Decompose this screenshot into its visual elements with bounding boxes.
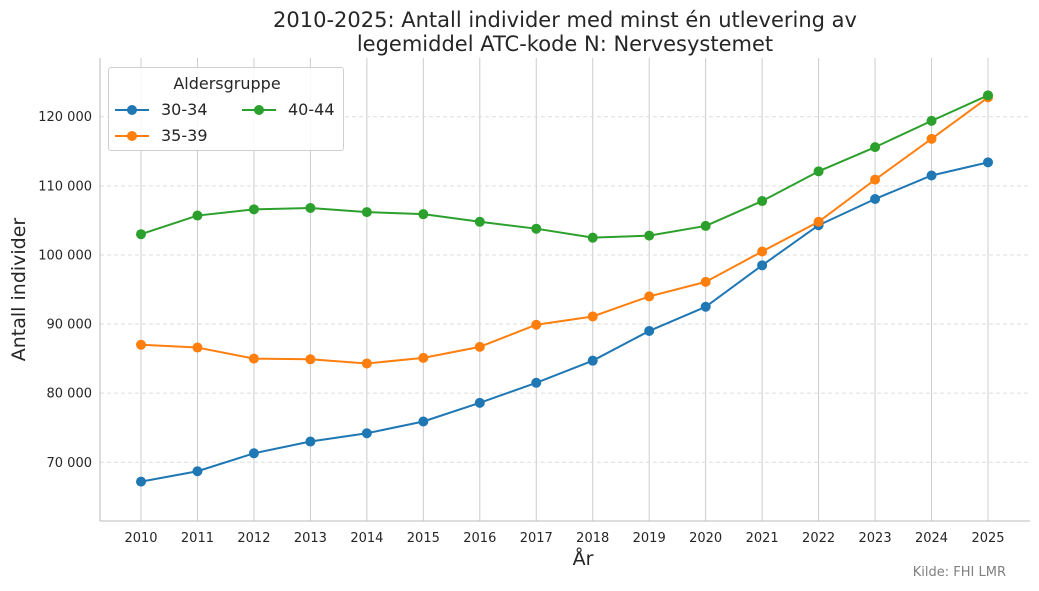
- legend-swatch-marker: [127, 105, 137, 115]
- x-tick-label: 2020: [689, 531, 722, 546]
- chart-title-line-1: 2010-2025: Antall individer med minst én…: [273, 8, 857, 32]
- y-tick-label: 80 000: [47, 387, 93, 402]
- data-point-35-39: [926, 133, 937, 144]
- data-point-40-44: [813, 166, 824, 177]
- data-point-35-39: [531, 319, 542, 330]
- data-point-30-34: [248, 448, 259, 459]
- data-point-40-44: [587, 232, 598, 243]
- x-tick-label: 2023: [859, 531, 892, 546]
- data-point-35-39: [700, 276, 711, 287]
- y-axis-label: Antall individer: [8, 218, 30, 362]
- data-point-40-44: [926, 115, 937, 126]
- source-note: Kilde: FHI LMR: [912, 565, 1006, 580]
- data-point-40-44: [248, 204, 259, 215]
- data-point-30-34: [870, 193, 881, 204]
- data-point-40-44: [192, 210, 203, 221]
- data-point-35-39: [757, 246, 768, 257]
- data-point-30-34: [361, 428, 372, 439]
- legend-label-40-44: 40-44: [288, 100, 335, 119]
- legend-swatch-marker: [254, 105, 264, 115]
- data-point-30-34: [531, 377, 542, 388]
- data-point-30-34: [136, 476, 146, 487]
- chart-title-line-2: legemiddel ATC-kode N: Nervesystemet: [356, 32, 774, 56]
- data-point-35-39: [192, 342, 203, 353]
- legend-label-35-39: 35-39: [161, 126, 208, 145]
- data-point-30-34: [418, 416, 429, 427]
- data-point-30-34: [305, 436, 316, 447]
- data-point-30-34: [983, 157, 993, 168]
- data-point-40-44: [136, 229, 146, 240]
- data-point-35-39: [305, 354, 316, 365]
- y-tick-label: 110 000: [38, 179, 92, 194]
- data-point-40-44: [870, 142, 881, 153]
- data-point-35-39: [813, 216, 824, 227]
- y-tick-label: 70 000: [47, 456, 93, 471]
- data-point-40-44: [305, 202, 316, 213]
- data-point-30-34: [700, 301, 711, 312]
- legend-title: Aldersgruppe: [173, 74, 281, 93]
- data-point-30-34: [587, 355, 598, 366]
- data-point-35-39: [418, 352, 429, 363]
- x-tick-label: 2011: [181, 531, 214, 546]
- y-tick-label: 120 000: [38, 110, 92, 125]
- data-point-30-34: [644, 325, 655, 336]
- series-line-35-39: [140, 96, 989, 365]
- x-tick-label: 2018: [576, 531, 609, 546]
- x-tick-label: 2016: [463, 531, 496, 546]
- data-point-35-39: [587, 311, 598, 322]
- data-point-35-39: [870, 174, 881, 185]
- x-tick-label: 2013: [294, 531, 327, 546]
- x-axis-label: År: [573, 547, 594, 570]
- x-tick-label: 2025: [971, 531, 1004, 546]
- y-tick-label: 100 000: [38, 248, 92, 263]
- x-tick-label: 2015: [407, 531, 440, 546]
- data-point-30-34: [192, 466, 203, 477]
- x-tick-label: 2012: [237, 531, 270, 546]
- data-point-40-44: [700, 220, 711, 231]
- x-tick-label: 2022: [802, 531, 835, 546]
- data-point-35-39: [644, 291, 655, 302]
- x-tick-label: 2024: [915, 531, 948, 546]
- data-point-35-39: [248, 353, 259, 364]
- data-point-30-34: [474, 397, 485, 408]
- x-tick-label: 2019: [633, 531, 666, 546]
- legend-swatch-marker: [127, 131, 137, 141]
- data-point-30-34: [926, 170, 937, 181]
- legend-label-30-34: 30-34: [161, 100, 208, 119]
- x-tick-label: 2021: [746, 531, 779, 546]
- data-point-40-44: [474, 216, 485, 227]
- x-tick-label: 2017: [520, 531, 553, 546]
- data-point-40-44: [361, 207, 372, 218]
- data-point-40-44: [418, 209, 429, 220]
- data-point-40-44: [531, 223, 542, 234]
- y-tick-label: 90 000: [47, 318, 93, 333]
- data-point-35-39: [474, 341, 485, 352]
- x-tick-label: 2010: [124, 531, 157, 546]
- data-point-40-44: [757, 196, 768, 207]
- data-point-40-44: [983, 90, 993, 101]
- data-point-40-44: [644, 230, 655, 241]
- data-point-30-34: [757, 260, 768, 271]
- series-line-40-44: [140, 94, 989, 239]
- series-line-30-34: [140, 161, 989, 483]
- data-point-35-39: [136, 339, 146, 350]
- data-point-35-39: [361, 358, 372, 369]
- chart-legend: Aldersgruppe 30-34 35-39 40-44: [108, 67, 344, 151]
- x-tick-label: 2014: [350, 531, 383, 546]
